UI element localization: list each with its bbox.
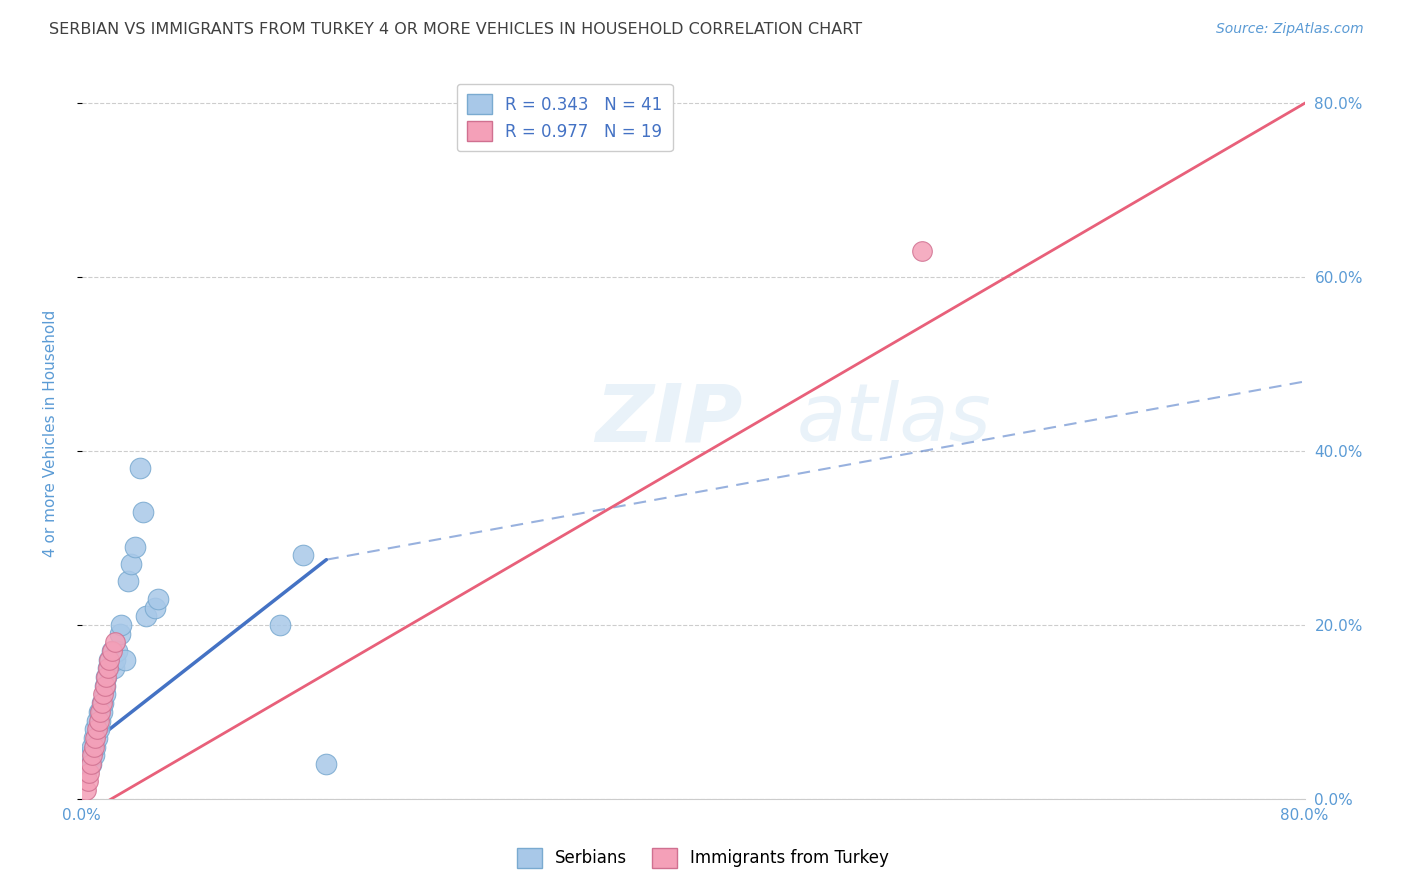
Point [93, 688, 115, 702]
Text: ZIP: ZIP [595, 380, 742, 458]
Point [80, 756, 103, 771]
Point [132, 505, 155, 519]
Point [79, 748, 101, 763]
Point [315, 756, 337, 771]
Point [124, 540, 146, 554]
Point [101, 644, 124, 658]
Point [110, 618, 132, 632]
Y-axis label: 4 or more Vehicles in Household: 4 or more Vehicles in Household [44, 310, 58, 558]
Point [79, 765, 101, 780]
Point [76, 756, 98, 771]
Point [269, 618, 291, 632]
Point [87, 723, 110, 737]
Point [146, 591, 169, 606]
Point [128, 461, 150, 475]
Point [911, 244, 934, 258]
Point [105, 644, 128, 658]
Point [101, 644, 124, 658]
Point [76, 774, 98, 789]
Point [82, 748, 104, 763]
Point [103, 661, 125, 675]
Point [83, 748, 105, 763]
Point [84, 731, 107, 745]
Point [86, 723, 108, 737]
Point [82, 739, 104, 754]
Point [90, 696, 112, 710]
Text: atlas: atlas [797, 380, 991, 458]
Point [97, 661, 120, 675]
Point [104, 653, 127, 667]
Point [292, 549, 315, 563]
Point [97, 661, 120, 675]
Point [90, 696, 112, 710]
Point [86, 714, 108, 728]
Point [108, 626, 131, 640]
Point [89, 705, 111, 719]
Point [87, 705, 110, 719]
Point [117, 574, 139, 589]
Text: SERBIAN VS IMMIGRANTS FROM TURKEY 4 OR MORE VEHICLES IN HOUSEHOLD CORRELATION CH: SERBIAN VS IMMIGRANTS FROM TURKEY 4 OR M… [49, 22, 862, 37]
Point [104, 635, 127, 649]
Point [86, 731, 108, 745]
Point [83, 731, 105, 745]
Point [83, 739, 105, 754]
Point [91, 696, 114, 710]
Text: Source: ZipAtlas.com: Source: ZipAtlas.com [1216, 22, 1364, 37]
Point [98, 653, 121, 667]
Point [98, 653, 121, 667]
Point [80, 756, 103, 771]
Point [96, 670, 118, 684]
Point [143, 600, 166, 615]
Point [120, 557, 142, 571]
Point [93, 679, 115, 693]
Point [84, 739, 107, 754]
Point [75, 765, 97, 780]
Point [114, 653, 136, 667]
Point [89, 714, 111, 728]
Legend: R = 0.343   N = 41, R = 0.977   N = 19: R = 0.343 N = 41, R = 0.977 N = 19 [457, 84, 672, 152]
Legend: Serbians, Immigrants from Turkey: Serbians, Immigrants from Turkey [510, 841, 896, 875]
Point [75, 783, 97, 797]
Point [135, 609, 157, 624]
Point [87, 714, 110, 728]
Point [90, 705, 112, 719]
Point [91, 688, 114, 702]
Point [96, 670, 118, 684]
Point [89, 705, 111, 719]
Point [84, 723, 107, 737]
Point [93, 679, 115, 693]
